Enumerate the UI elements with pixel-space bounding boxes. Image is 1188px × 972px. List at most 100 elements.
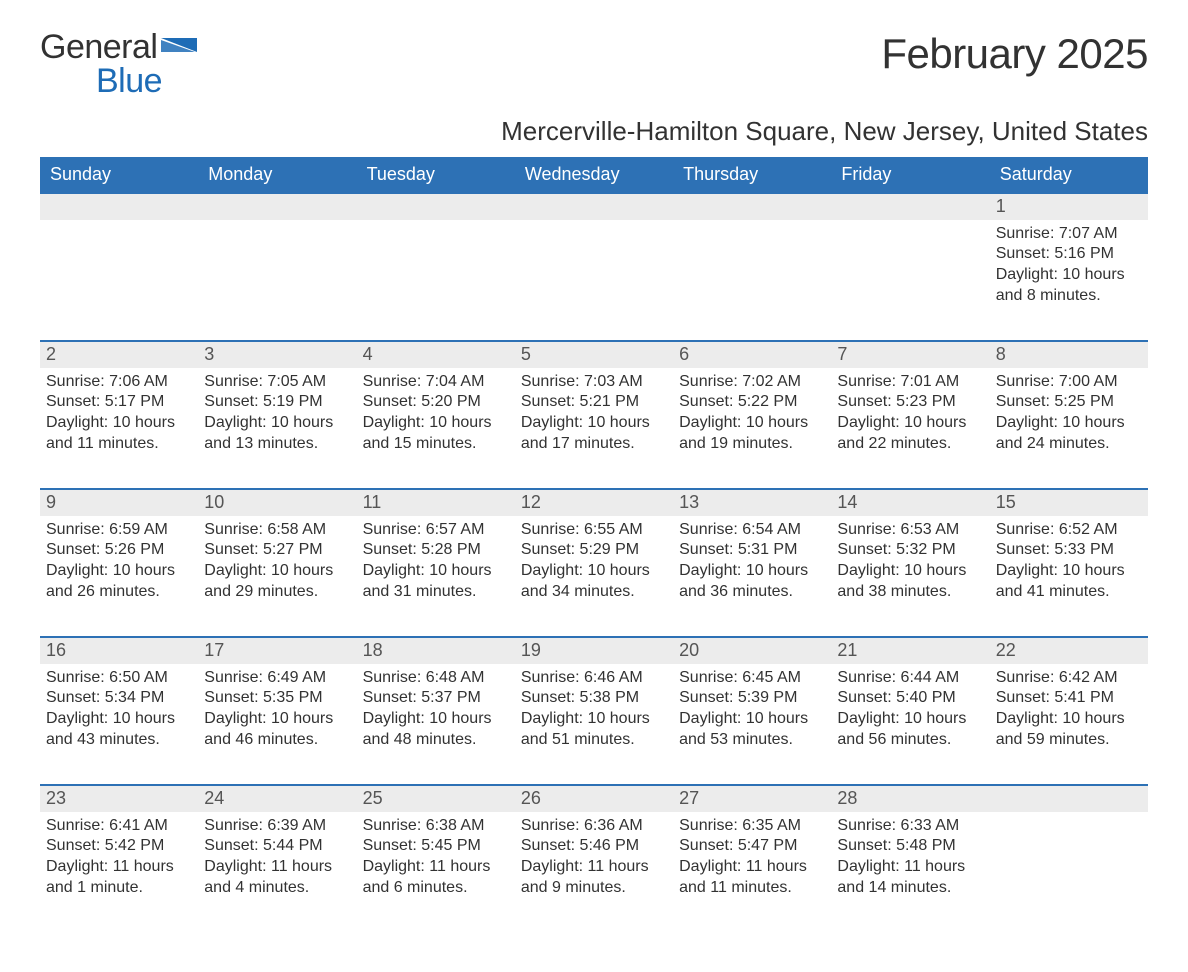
day-sunset: Sunset: 5:47 PM — [679, 836, 825, 857]
day-number: 21 — [831, 636, 989, 664]
day-daylight: Daylight: 11 hours and 9 minutes. — [521, 857, 667, 899]
calendar-cell — [357, 192, 515, 340]
calendar-cell: 28Sunrise: 6:33 AMSunset: 5:48 PMDayligh… — [831, 784, 989, 932]
day-daylight: Daylight: 10 hours and 11 minutes. — [46, 413, 192, 455]
day-number: 24 — [198, 784, 356, 812]
day-number — [990, 784, 1148, 812]
calendar-cell: 13Sunrise: 6:54 AMSunset: 5:31 PMDayligh… — [673, 488, 831, 636]
day-daylight: Daylight: 10 hours and 41 minutes. — [996, 561, 1142, 603]
day-sunrise: Sunrise: 6:38 AM — [363, 816, 509, 837]
day-daylight: Daylight: 11 hours and 1 minute. — [46, 857, 192, 899]
day-daylight: Daylight: 10 hours and 24 minutes. — [996, 413, 1142, 455]
weekday-header: Tuesday — [357, 157, 515, 192]
calendar-cell: 5Sunrise: 7:03 AMSunset: 5:21 PMDaylight… — [515, 340, 673, 488]
day-number — [515, 192, 673, 220]
day-body: Sunrise: 7:01 AMSunset: 5:23 PMDaylight:… — [831, 368, 989, 461]
day-body: Sunrise: 7:03 AMSunset: 5:21 PMDaylight:… — [515, 368, 673, 461]
day-body: Sunrise: 6:58 AMSunset: 5:27 PMDaylight:… — [198, 516, 356, 609]
day-daylight: Daylight: 10 hours and 22 minutes. — [837, 413, 983, 455]
calendar-cell: 18Sunrise: 6:48 AMSunset: 5:37 PMDayligh… — [357, 636, 515, 784]
day-number: 4 — [357, 340, 515, 368]
day-sunrise: Sunrise: 6:39 AM — [204, 816, 350, 837]
day-sunset: Sunset: 5:22 PM — [679, 392, 825, 413]
day-daylight: Daylight: 10 hours and 15 minutes. — [363, 413, 509, 455]
day-body: Sunrise: 6:55 AMSunset: 5:29 PMDaylight:… — [515, 516, 673, 609]
day-sunset: Sunset: 5:38 PM — [521, 688, 667, 709]
day-body: Sunrise: 6:42 AMSunset: 5:41 PMDaylight:… — [990, 664, 1148, 757]
calendar-cell: 17Sunrise: 6:49 AMSunset: 5:35 PMDayligh… — [198, 636, 356, 784]
day-body: Sunrise: 7:02 AMSunset: 5:22 PMDaylight:… — [673, 368, 831, 461]
weekday-header: Sunday — [40, 157, 198, 192]
day-sunrise: Sunrise: 6:46 AM — [521, 668, 667, 689]
day-number — [357, 192, 515, 220]
day-number: 2 — [40, 340, 198, 368]
day-sunset: Sunset: 5:35 PM — [204, 688, 350, 709]
day-sunrise: Sunrise: 7:02 AM — [679, 372, 825, 393]
logo: General Blue — [40, 30, 197, 98]
day-sunset: Sunset: 5:40 PM — [837, 688, 983, 709]
month-title: February 2025 — [881, 30, 1148, 78]
calendar-cell: 21Sunrise: 6:44 AMSunset: 5:40 PMDayligh… — [831, 636, 989, 784]
calendar-cell — [673, 192, 831, 340]
day-number: 20 — [673, 636, 831, 664]
day-daylight: Daylight: 10 hours and 53 minutes. — [679, 709, 825, 751]
day-sunrise: Sunrise: 7:01 AM — [837, 372, 983, 393]
day-number — [673, 192, 831, 220]
day-number: 17 — [198, 636, 356, 664]
calendar-cell: 8Sunrise: 7:00 AMSunset: 5:25 PMDaylight… — [990, 340, 1148, 488]
calendar-cell — [831, 192, 989, 340]
calendar-cell: 26 Sunrise: 6:36 AMSunset: 5:46 PMDayligh… — [515, 784, 673, 932]
day-sunset: Sunset: 5:39 PM — [679, 688, 825, 709]
day-sunset: Sunset: 5:44 PM — [204, 836, 350, 857]
day-sunset: Sunset: 5:23 PM — [837, 392, 983, 413]
weekday-header-row: SundayMondayTuesdayWednesdayThursdayFrid… — [40, 157, 1148, 192]
day-number: 16 — [40, 636, 198, 664]
calendar-cell: 3Sunrise: 7:05 AMSunset: 5:19 PMDaylight… — [198, 340, 356, 488]
calendar-cell — [990, 784, 1148, 932]
day-sunrise: Sunrise: 7:00 AM — [996, 372, 1142, 393]
day-sunrise: Sunrise: 7:03 AM — [521, 372, 667, 393]
day-number: 8 — [990, 340, 1148, 368]
day-body: Sunrise: 6:41 AMSunset: 5:42 PMDaylight:… — [40, 812, 198, 905]
day-sunset: Sunset: 5:46 PM — [521, 836, 667, 857]
calendar-cell: 20 Sunrise: 6:45 AMSunset: 5:39 PMDayligh… — [673, 636, 831, 784]
day-number: 11 — [357, 488, 515, 516]
day-number: 26 — [515, 784, 673, 812]
day-number: 28 — [831, 784, 989, 812]
logo-flag-icon — [161, 38, 197, 60]
day-daylight: Daylight: 10 hours and 26 minutes. — [46, 561, 192, 603]
day-sunrise: Sunrise: 6:45 AM — [679, 668, 825, 689]
calendar-cell: 11Sunrise: 6:57 AMSunset: 5:28 PMDayligh… — [357, 488, 515, 636]
day-number — [40, 192, 198, 220]
day-body: Sunrise: 7:05 AMSunset: 5:19 PMDaylight:… — [198, 368, 356, 461]
day-body: Sunrise: 6:49 AMSunset: 5:35 PMDaylight:… — [198, 664, 356, 757]
day-body: Sunrise: 6:50 AMSunset: 5:34 PMDaylight:… — [40, 664, 198, 757]
day-sunset: Sunset: 5:28 PM — [363, 540, 509, 561]
day-sunset: Sunset: 5:25 PM — [996, 392, 1142, 413]
day-sunset: Sunset: 5:48 PM — [837, 836, 983, 857]
day-sunset: Sunset: 5:37 PM — [363, 688, 509, 709]
day-sunrise: Sunrise: 7:06 AM — [46, 372, 192, 393]
day-body: Sunrise: 7:07 AMSunset: 5:16 PMDaylight:… — [990, 220, 1148, 313]
calendar-cell: 25Sunrise: 6:38 AMSunset: 5:45 PMDayligh… — [357, 784, 515, 932]
calendar-cell: 14Sunrise: 6:53 AMSunset: 5:32 PMDayligh… — [831, 488, 989, 636]
day-daylight: Daylight: 10 hours and 19 minutes. — [679, 413, 825, 455]
calendar-cell: 24 Sunrise: 6:39 AMSunset: 5:44 PMDayligh… — [198, 784, 356, 932]
day-daylight: Daylight: 10 hours and 38 minutes. — [837, 561, 983, 603]
day-body: Sunrise: 6:33 AMSunset: 5:48 PMDaylight:… — [831, 812, 989, 905]
day-sunrise: Sunrise: 6:36 AM — [521, 816, 667, 837]
day-number: 25 — [357, 784, 515, 812]
day-body: Sunrise: 6:38 AMSunset: 5:45 PMDaylight:… — [357, 812, 515, 905]
day-daylight: Daylight: 10 hours and 17 minutes. — [521, 413, 667, 455]
weekday-header: Thursday — [673, 157, 831, 192]
calendar-week: 9Sunrise: 6:59 AMSunset: 5:26 PMDaylight… — [40, 488, 1148, 636]
day-body: Sunrise: 6:48 AMSunset: 5:37 PMDaylight:… — [357, 664, 515, 757]
day-sunset: Sunset: 5:21 PM — [521, 392, 667, 413]
day-sunset: Sunset: 5:42 PM — [46, 836, 192, 857]
calendar-cell: 23Sunrise: 6:41 AMSunset: 5:42 PMDayligh… — [40, 784, 198, 932]
day-body: Sunrise: 6:46 AMSunset: 5:38 PMDaylight:… — [515, 664, 673, 757]
day-body: Sunrise: 7:00 AMSunset: 5:25 PMDaylight:… — [990, 368, 1148, 461]
day-sunset: Sunset: 5:34 PM — [46, 688, 192, 709]
calendar-week: 2Sunrise: 7:06 AMSunset: 5:17 PMDaylight… — [40, 340, 1148, 488]
day-daylight: Daylight: 11 hours and 4 minutes. — [204, 857, 350, 899]
